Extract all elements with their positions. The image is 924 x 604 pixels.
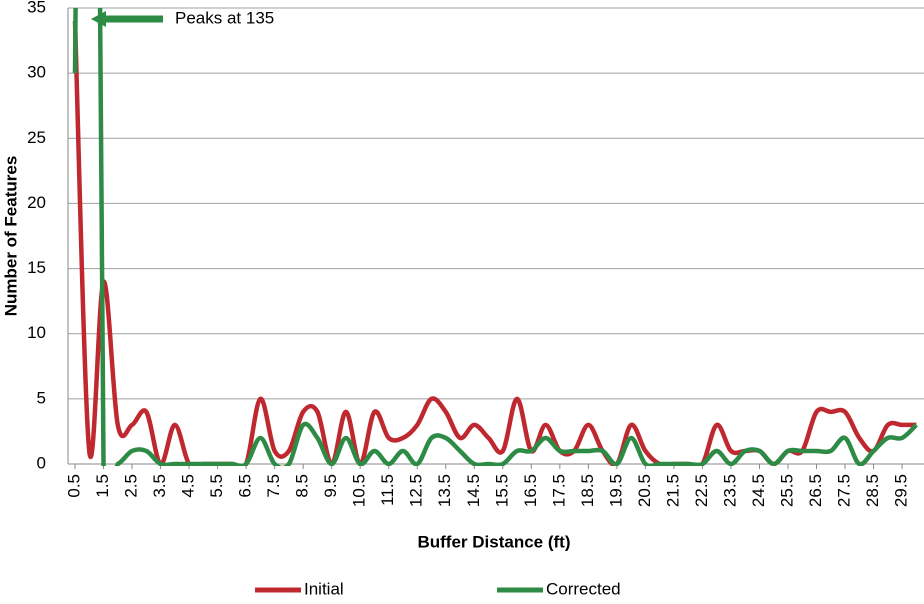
- y-tick-label: 35: [27, 0, 46, 16]
- x-tick-label: 23.5: [720, 474, 739, 507]
- annotation: Peaks at 135: [175, 8, 274, 27]
- x-tick-label: 14.5: [464, 474, 483, 507]
- x-tick-label: 13.5: [435, 474, 454, 507]
- y-tick-label: 5: [37, 388, 46, 407]
- x-tick-label: 28.5: [863, 474, 882, 507]
- x-tick-label: 7.5: [264, 474, 283, 498]
- x-tick-label: 22.5: [692, 474, 711, 507]
- x-tick-label: 20.5: [635, 474, 654, 507]
- x-tick-label: 4.5: [179, 474, 198, 498]
- x-tick-label: 17.5: [549, 474, 568, 507]
- x-tick-label: 15.5: [492, 474, 511, 507]
- x-tick-label: 27.5: [835, 474, 854, 507]
- x-tick-label: 29.5: [892, 474, 911, 507]
- x-tick-label: 19.5: [606, 474, 625, 507]
- x-tick-label: 8.5: [293, 474, 312, 498]
- y-tick-label: 30: [27, 63, 46, 82]
- x-axis-label: Buffer Distance (ft): [417, 532, 570, 551]
- legend-label: Corrected: [546, 579, 621, 598]
- x-tick-label: 10.5: [350, 474, 369, 507]
- plot-lines: [72, 8, 918, 466]
- series-line: [72, 8, 918, 466]
- x-tick-label: 21.5: [663, 474, 682, 507]
- x-tick-label: 6.5: [236, 474, 255, 498]
- x-tick-label: 12.5: [407, 474, 426, 507]
- x-tick-label: 3.5: [150, 474, 169, 498]
- legend-label: Initial: [304, 579, 344, 598]
- x-tick-label: 25.5: [777, 474, 796, 507]
- x-tick-label: 26.5: [806, 474, 825, 507]
- y-tick-label: 10: [27, 323, 46, 342]
- y-tick-label: 20: [27, 193, 46, 212]
- x-tick-label: 24.5: [749, 474, 768, 507]
- y-tick-label: 15: [27, 258, 46, 277]
- y-tick-label: 0: [37, 453, 46, 472]
- x-tick-label: 18.5: [578, 474, 597, 507]
- x-tick-label: 9.5: [321, 474, 340, 498]
- y-axis-label: Number of Features: [1, 156, 20, 317]
- x-tick-label: 1.5: [93, 474, 112, 498]
- x-tick-label: 11.5: [378, 474, 397, 506]
- x-tick-label: 5.5: [207, 474, 226, 498]
- x-tick-label: 16.5: [521, 474, 540, 507]
- y-tick-label: 25: [27, 128, 46, 147]
- series-line: [72, 20, 917, 466]
- x-tick-label: 2.5: [122, 474, 141, 498]
- x-tick-label: 0.5: [64, 474, 83, 498]
